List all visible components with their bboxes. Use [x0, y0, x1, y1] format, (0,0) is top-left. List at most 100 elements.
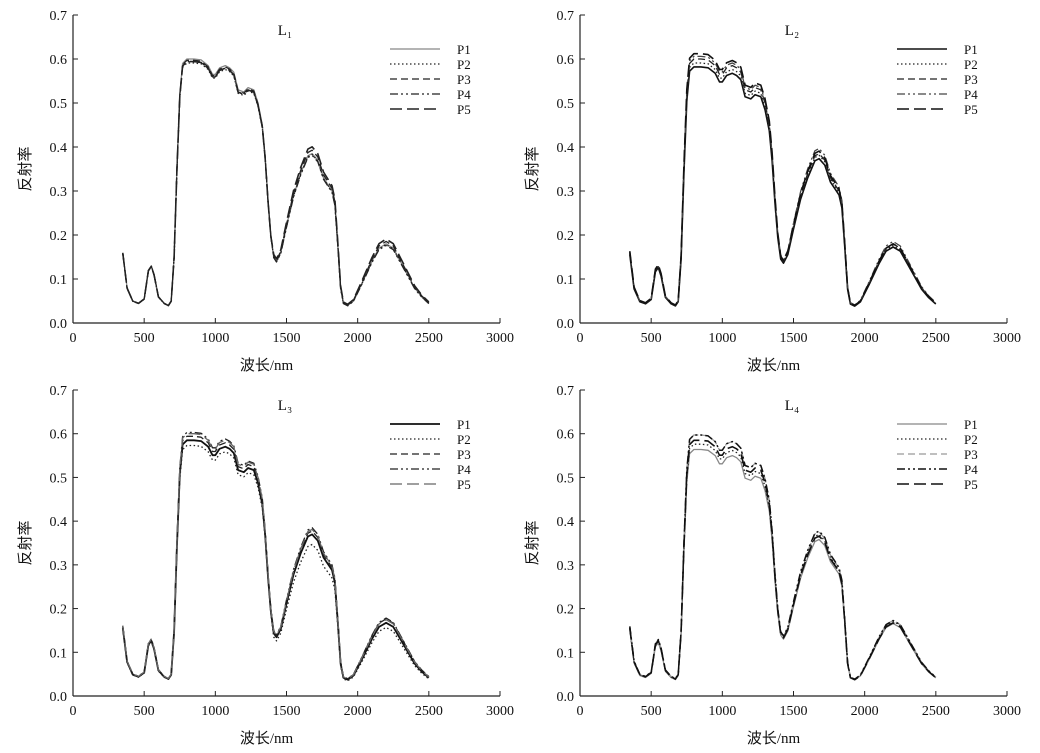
- x-tick-label: 1500: [780, 704, 808, 719]
- series-line-p1: [121, 439, 430, 681]
- y-tick-label: 0.0: [557, 317, 575, 332]
- y-tick-label: 0.5: [50, 97, 68, 112]
- series-line-p5: [629, 52, 937, 307]
- x-tick-label: 0: [70, 704, 77, 719]
- legend-label: P1: [964, 42, 978, 57]
- x-axis-title: 波长/nm: [240, 730, 294, 747]
- series-line-p5: [122, 433, 430, 680]
- legend-label: P1: [457, 417, 471, 432]
- y-tick-label: 0.7: [50, 384, 68, 399]
- x-tick-label: 1000: [708, 331, 736, 346]
- x-tick-label: 1500: [273, 704, 301, 719]
- series-line-p3: [629, 58, 937, 307]
- panel-title: L₁: [278, 23, 292, 39]
- x-tick-label: 2000: [344, 704, 372, 719]
- x-tick-label: 3000: [486, 331, 514, 346]
- chart-panel-4: 0 500 1000 1500 2000 2500 3000 0.0 0.1 0.2 0.3 0.4 0…: [524, 384, 1021, 747]
- y-tick-label: 0.7: [557, 384, 575, 399]
- y-tick-label: 0.6: [50, 53, 68, 68]
- panel-title: L₃: [278, 398, 292, 414]
- series-line-p1: [122, 58, 430, 307]
- y-tick-label: 0.3: [50, 185, 68, 200]
- y-tick-label: 0.6: [557, 53, 575, 68]
- y-tick-label: 0.0: [50, 317, 68, 332]
- series-line-p4: [122, 431, 430, 680]
- legend-label: P5: [964, 477, 978, 492]
- y-tick-label: 0.4: [557, 515, 575, 530]
- x-tick-label: 0: [577, 704, 584, 719]
- y-tick-label: 0.3: [50, 559, 68, 574]
- x-tick-label: 2000: [851, 704, 879, 719]
- legend-label: P5: [457, 477, 471, 492]
- y-tick-label: 0.2: [557, 229, 575, 244]
- series-line-p4: [629, 55, 937, 306]
- x-tick-label: 500: [134, 331, 155, 346]
- y-axis-title: 反射率: [524, 146, 541, 191]
- y-tick-label: 0.4: [50, 141, 68, 156]
- y-tick-label: 0.4: [50, 515, 68, 530]
- y-tick-label: 0.3: [557, 559, 575, 574]
- x-tick-label: 1500: [273, 331, 301, 346]
- x-tick-label: 2000: [344, 331, 372, 346]
- legend-label: P2: [964, 57, 978, 72]
- series-line-p2: [629, 62, 937, 307]
- x-tick-label: 500: [134, 704, 155, 719]
- series-line-p2: [122, 444, 430, 682]
- x-tick-label: 2500: [922, 704, 950, 719]
- x-tick-label: 1500: [780, 331, 808, 346]
- series-line-p3: [629, 434, 937, 680]
- legend-label: P2: [457, 57, 471, 72]
- x-tick-label: 500: [641, 704, 662, 719]
- legend-label: P2: [457, 432, 471, 447]
- legend-label: P4: [457, 462, 471, 477]
- legend-label: P5: [457, 102, 471, 117]
- x-axis-title: 波长/nm: [747, 730, 801, 747]
- series-line-p3: [122, 59, 430, 307]
- y-tick-label: 0.5: [557, 471, 575, 486]
- series-line-p5: [122, 60, 430, 307]
- panel-title: L₄: [785, 398, 799, 414]
- y-tick-label: 0.0: [50, 690, 68, 705]
- y-tick-label: 0.2: [50, 603, 68, 618]
- series-line-p1: [629, 66, 937, 307]
- x-tick-label: 3000: [993, 704, 1021, 719]
- y-tick-label: 0.1: [557, 273, 575, 288]
- y-tick-label: 0.6: [50, 428, 68, 443]
- panel-title: L₂: [785, 23, 799, 39]
- x-axis-title: 波长/nm: [747, 357, 801, 374]
- y-tick-label: 0.2: [557, 603, 575, 618]
- series-line-p3: [122, 435, 430, 680]
- x-tick-label: 2000: [851, 331, 879, 346]
- legend-label: P2: [964, 432, 978, 447]
- y-tick-label: 0.5: [557, 97, 575, 112]
- y-tick-label: 0.6: [557, 428, 575, 443]
- legend-label: P4: [457, 87, 471, 102]
- x-tick-label: 0: [70, 331, 77, 346]
- y-tick-label: 0.1: [557, 646, 575, 661]
- legend-label: P1: [457, 42, 471, 57]
- x-tick-label: 1000: [201, 331, 229, 346]
- legend-label: P4: [964, 87, 978, 102]
- legend-label: P3: [964, 447, 978, 462]
- series-line-p4: [629, 434, 937, 680]
- y-axis-title: 反射率: [17, 146, 34, 191]
- y-tick-label: 0.1: [50, 273, 68, 288]
- chart-panel-3: 0 500 1000 1500 2000 2500 3000 0.0 0.1 0.2 0.3 0.4 0…: [17, 384, 514, 747]
- x-tick-label: 1000: [708, 704, 736, 719]
- y-tick-label: 0.7: [50, 9, 68, 24]
- x-tick-label: 3000: [486, 704, 514, 719]
- legend-label: P3: [964, 72, 978, 87]
- series-line-p2: [122, 62, 430, 307]
- y-axis-title: 反射率: [524, 520, 541, 565]
- y-axis-title: 反射率: [17, 520, 34, 565]
- legend-label: P3: [457, 72, 471, 87]
- series-line-p2: [629, 443, 937, 681]
- x-tick-label: 1000: [201, 704, 229, 719]
- series-line-p4: [122, 60, 430, 307]
- x-tick-label: 3000: [993, 331, 1021, 346]
- y-tick-label: 0.2: [50, 229, 68, 244]
- x-tick-label: 500: [641, 331, 662, 346]
